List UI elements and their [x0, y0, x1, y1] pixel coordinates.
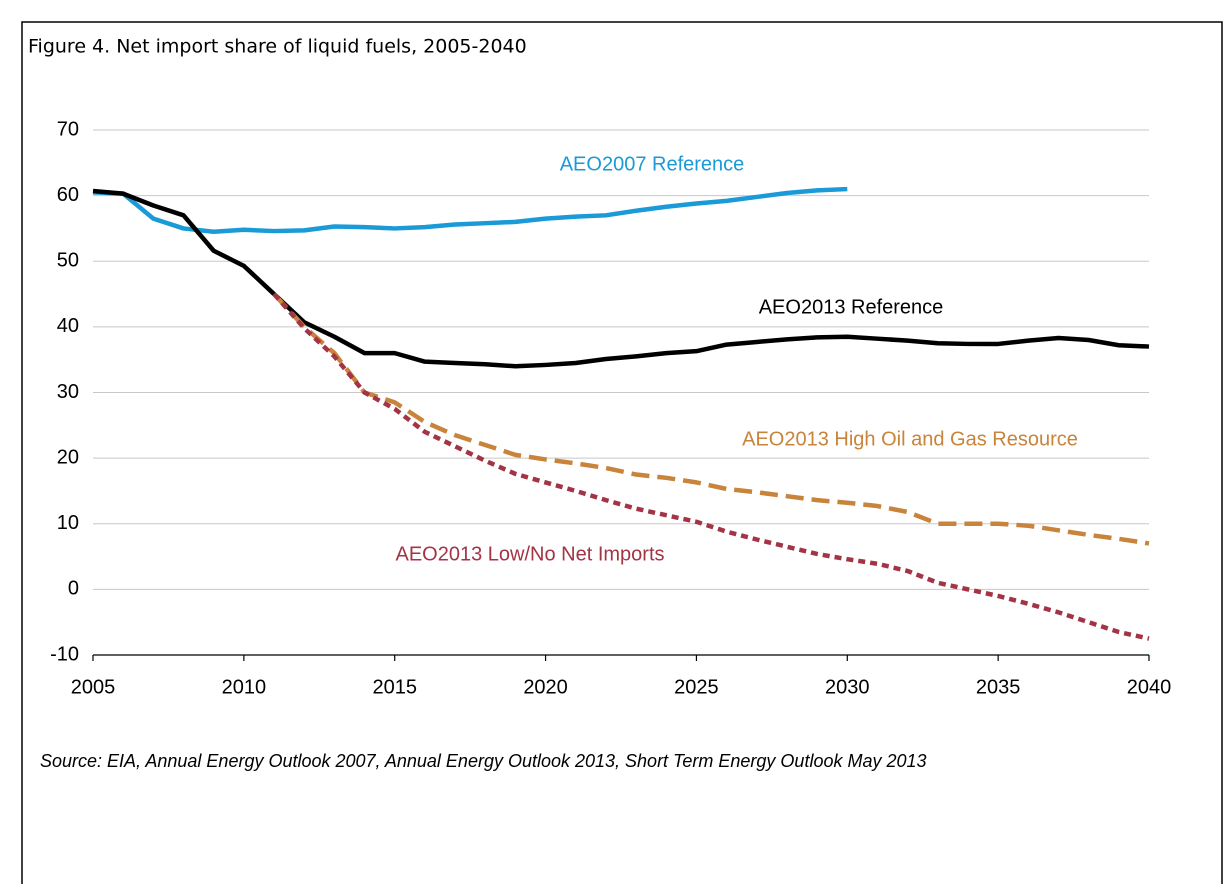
series-line: [92, 188, 1150, 369]
source-note: Source: EIA, Annual Energy Outlook 2007,…: [40, 751, 927, 771]
y-tick-label: 40: [57, 315, 79, 337]
y-tick-label: 30: [57, 381, 79, 403]
x-tick-label: 2025: [674, 676, 719, 698]
y-tick-label: 50: [57, 250, 79, 272]
x-tick-label: 2035: [976, 676, 1021, 698]
frame: [21, 21, 1223, 889]
series-line: [92, 186, 848, 234]
y-tick-label: 10: [57, 512, 79, 534]
series-label: AEO2013 Reference: [759, 296, 944, 318]
y-tick-label: -10: [50, 643, 79, 665]
y-tick-label: 0: [68, 578, 79, 600]
x-tick-label: 2040: [1127, 676, 1172, 698]
y-tick-label: 60: [57, 184, 79, 206]
x-tick-label: 2005: [71, 676, 116, 698]
series-line: [272, 292, 1150, 546]
x-tick-label: 2010: [222, 676, 267, 698]
x-tick-label: 2030: [825, 676, 870, 698]
chart-title: Figure 4. Net import share of liquid fue…: [28, 36, 527, 58]
y-tick-label: 20: [57, 446, 79, 468]
series-label: AEO2013 High Oil and Gas Resource: [742, 428, 1078, 450]
series-label: AEO2013 Low/No Net Imports: [395, 543, 664, 565]
series-line: [272, 292, 1150, 641]
y-tick-label: 70: [57, 118, 79, 140]
x-tick-label: 2015: [372, 676, 417, 698]
series-label: AEO2007 Reference: [560, 153, 745, 175]
x-tick-label: 2020: [523, 676, 568, 698]
